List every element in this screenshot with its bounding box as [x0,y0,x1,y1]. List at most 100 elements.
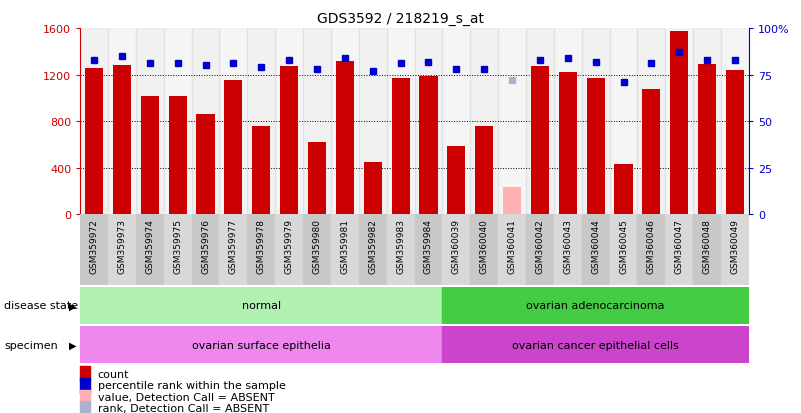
Bar [163,215,191,285]
Bar [392,79,409,215]
Bar [526,29,553,215]
Bar [308,143,326,215]
Bar [526,215,553,285]
Bar [638,215,666,285]
Bar [642,89,661,215]
Bar [531,67,549,215]
Bar [248,29,276,215]
Text: GSM359979: GSM359979 [284,218,294,273]
Bar [638,29,666,215]
Text: specimen: specimen [4,340,58,350]
Bar [610,29,638,215]
Bar [582,215,610,285]
Bar [80,215,108,285]
Bar [586,79,605,215]
Text: percentile rank within the sample: percentile rank within the sample [98,380,286,390]
Bar [224,81,243,215]
Bar [191,29,219,215]
Text: GSM359972: GSM359972 [90,218,99,273]
Bar [470,29,498,215]
Bar [108,215,136,285]
Text: GSM360047: GSM360047 [674,218,684,273]
Bar [498,29,526,215]
Text: ▶: ▶ [69,301,76,311]
Text: rank, Detection Call = ABSENT: rank, Detection Call = ABSENT [98,404,269,413]
Text: GSM359982: GSM359982 [368,218,377,273]
Bar [559,73,577,215]
Text: ovarian surface epithelia: ovarian surface epithelia [191,340,331,350]
Bar [614,165,633,215]
Bar [219,29,248,215]
Bar [331,215,359,285]
Bar [331,29,359,215]
Bar [666,29,693,215]
Bar [303,29,331,215]
Bar [248,215,276,285]
Text: value, Detection Call = ABSENT: value, Detection Call = ABSENT [98,392,275,402]
Bar [553,215,582,285]
Bar [108,29,136,215]
Bar [387,29,415,215]
Bar [475,126,493,215]
Text: GSM360048: GSM360048 [702,218,711,273]
Bar [470,215,498,285]
Bar [693,215,721,285]
Text: GSM360041: GSM360041 [508,218,517,273]
Bar [136,215,163,285]
Bar [80,378,90,392]
Bar [415,29,442,215]
Bar [726,71,744,215]
Text: GSM359981: GSM359981 [340,218,349,273]
Bar [141,96,159,215]
Bar [447,146,465,215]
Text: ▶: ▶ [69,340,76,350]
Bar [136,29,163,215]
Bar [693,29,721,215]
Bar [303,215,331,285]
Text: GSM360046: GSM360046 [647,218,656,273]
Bar [359,29,387,215]
Bar [80,29,108,215]
Text: ovarian adenocarcinoma: ovarian adenocarcinoma [526,301,665,311]
Bar [85,69,103,215]
Text: GSM360042: GSM360042 [535,218,545,273]
Bar [415,215,442,285]
Bar [163,29,191,215]
Bar [442,287,749,324]
Bar [420,76,437,215]
Text: GSM360044: GSM360044 [591,218,600,273]
Bar [276,29,303,215]
Bar [80,401,90,413]
Text: GSM360049: GSM360049 [731,218,739,273]
Text: normal: normal [242,301,281,311]
Bar [80,326,442,363]
Bar [503,188,521,215]
Bar [280,67,298,215]
Text: GSM359977: GSM359977 [229,218,238,273]
Text: GSM360040: GSM360040 [480,218,489,273]
Bar [698,65,716,215]
Bar [191,215,219,285]
Bar [336,62,354,215]
Bar [113,66,131,215]
Bar [80,367,90,381]
Bar [196,115,215,215]
Text: count: count [98,369,129,379]
Bar [276,215,303,285]
Text: GSM359975: GSM359975 [173,218,182,273]
Text: GSM359978: GSM359978 [257,218,266,273]
Text: GSM359980: GSM359980 [312,218,321,273]
Bar [582,29,610,215]
Bar [721,215,749,285]
Bar [610,215,638,285]
Text: GSM359983: GSM359983 [396,218,405,273]
Bar [168,96,187,215]
Text: ovarian cancer epithelial cells: ovarian cancer epithelial cells [512,340,679,350]
Text: GDS3592 / 218219_s_at: GDS3592 / 218219_s_at [317,12,484,26]
Bar [219,215,248,285]
Bar [498,215,526,285]
Bar [721,29,749,215]
Bar [670,32,688,215]
Text: GSM360039: GSM360039 [452,218,461,273]
Bar [442,326,749,363]
